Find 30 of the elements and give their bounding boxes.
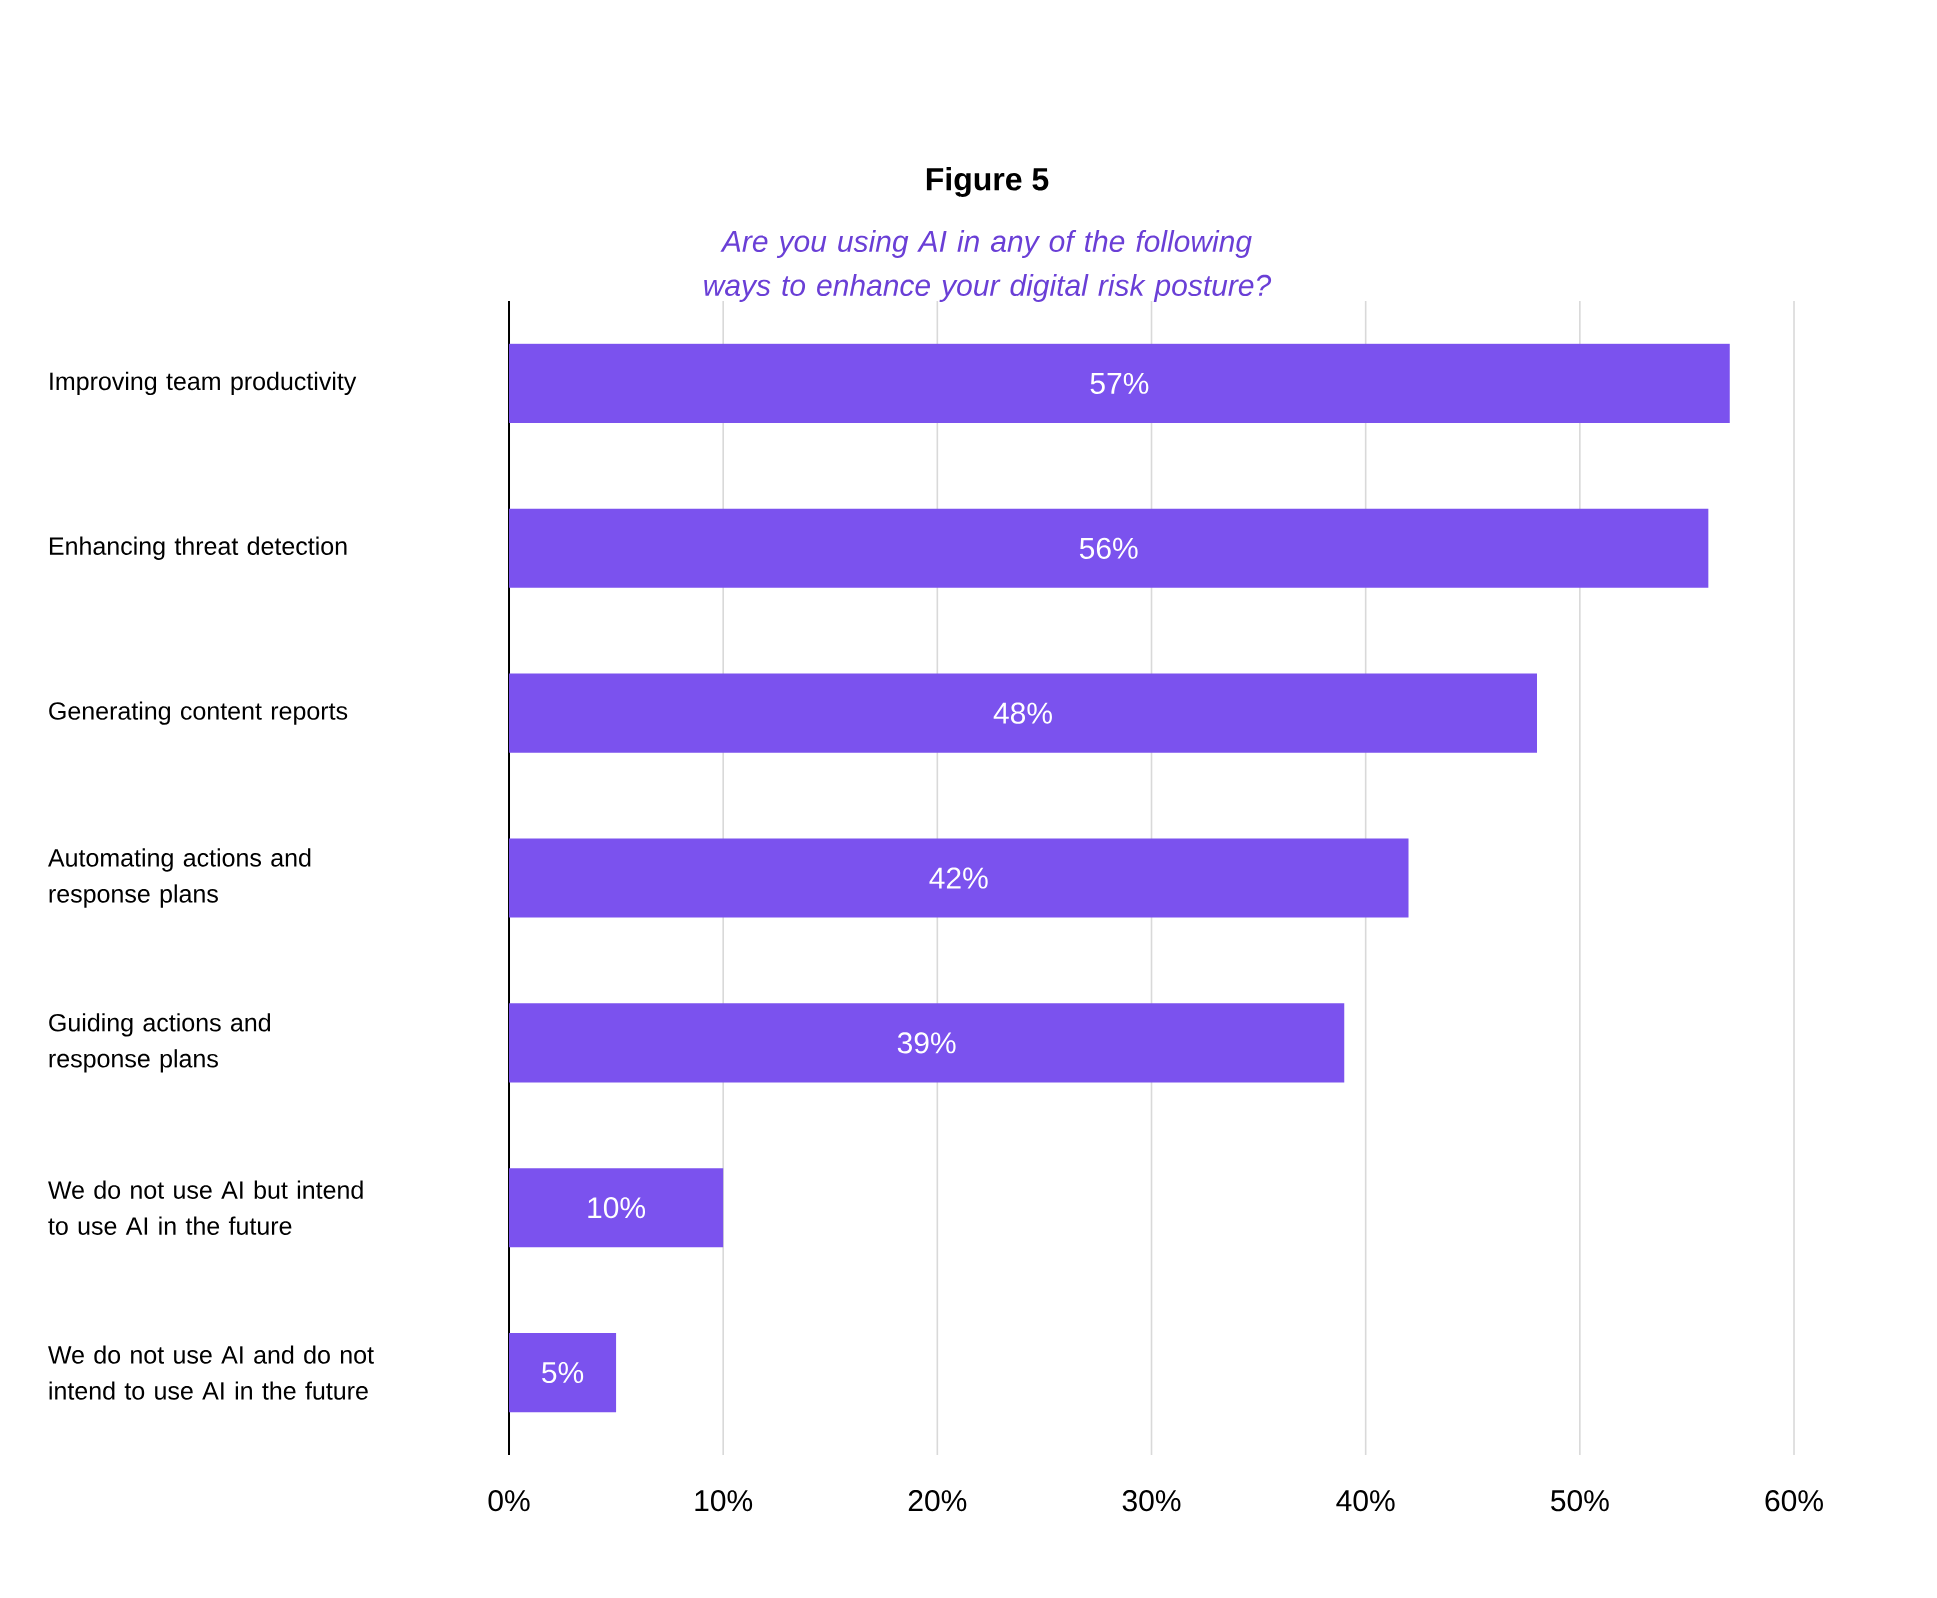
y-tick-label: Improving team productivity (50, 371, 357, 396)
chart-subtitle: Are you using AI in any of the following ways to enhance your digital risk posture? (704, 229, 1272, 302)
bar (509, 1003, 1345, 1083)
y-tick-label: Automating actions and response plans (47, 848, 311, 908)
x-tick-label: 60% (1765, 1490, 1823, 1512)
x-tick-label: 10% (695, 1490, 753, 1512)
chart-title: Figure 5 (926, 166, 1049, 197)
y-tick-label: Enhancing threat detection (49, 536, 347, 560)
y-tick-label: Generating content reports (49, 701, 348, 725)
x-tick-label: 50% (1551, 1490, 1609, 1512)
y-tick-label: Guiding actions and response plans (49, 1013, 271, 1073)
bar (509, 508, 1709, 588)
bar (509, 673, 1538, 753)
bar (509, 1168, 724, 1248)
bar (509, 343, 1730, 423)
y-tick-label: We do not use AI but intend to use AI in the future (48, 1180, 363, 1235)
data-label: 57% (1090, 372, 1149, 394)
x-tick-label: 30% (1122, 1490, 1181, 1512)
data-label: 48% (993, 702, 1052, 724)
x-tick-label: 20% (908, 1490, 967, 1512)
bar (509, 1333, 617, 1413)
data-label: 42% (929, 867, 988, 889)
data-label: 56% (1079, 537, 1138, 559)
x-tick-label: 0% (488, 1490, 530, 1512)
bar (509, 838, 1409, 918)
data-label: 5% (542, 1362, 584, 1384)
x-tick-label: 40% (1336, 1490, 1395, 1512)
data-label: 39% (897, 1032, 956, 1054)
data-label: 10% (588, 1197, 646, 1219)
y-tick-label: We do not use AI and do not intend to use AI in the future (48, 1345, 374, 1400)
